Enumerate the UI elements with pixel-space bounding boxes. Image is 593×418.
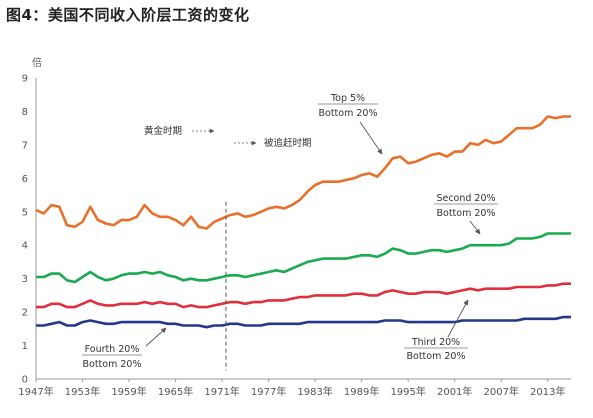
x-tick-label: 1971年 (204, 385, 239, 398)
y-tick-label: 9 (22, 74, 28, 85)
third-label-denominator: Bottom 20% (407, 351, 466, 362)
fourth-label-denominator: Bottom 20% (83, 359, 142, 370)
y-tick-label: 0 (22, 375, 28, 386)
x-tick-label: 1947年 (18, 385, 53, 398)
y-tick-label: 1 (22, 341, 28, 352)
second-label-pointer (469, 220, 481, 235)
x-tick-label: 1959年 (111, 385, 146, 398)
x-tick-label: 1977年 (251, 385, 286, 398)
series-group (35, 115, 571, 329)
fourth-label-numerator: Fourth 20% (85, 344, 140, 355)
third-label-pointer (447, 299, 469, 338)
catch-up-label: 被追赶时期 (264, 137, 312, 149)
fourth-label-pointer (145, 327, 167, 347)
golden-era-label: 黄金时期 (144, 125, 182, 137)
y-tick-label: 8 (22, 107, 28, 118)
second-label-numerator: Second 20% (436, 193, 495, 204)
second-label-denominator: Bottom 20% (437, 208, 496, 219)
x-tick-label: 2013年 (530, 385, 565, 398)
series-line-1 (35, 115, 571, 230)
y-tick-label: 7 (22, 140, 28, 151)
y-tick-label: 4 (22, 241, 28, 252)
y-axis-unit: 倍 (32, 56, 42, 69)
x-tick-label: 1983年 (297, 385, 332, 398)
series-line-2 (36, 232, 571, 284)
x-tick-label: 1989年 (344, 385, 379, 398)
y-tick-label: 5 (22, 207, 28, 218)
y-ticks: 0 1 2 3 4 5 6 7 8 9 (22, 74, 28, 386)
top5-label-denominator: Bottom 20% (319, 108, 378, 119)
x-tick-label: 2001年 (437, 385, 472, 398)
x-ticks: 1947年 1953年 1959年 1965年 1971年 1977年 1983年 1989年… (18, 379, 565, 398)
y-tick-label: 6 (22, 174, 28, 185)
y-tick-label: 2 (22, 308, 28, 319)
annotations: 黄金时期 被追赶时期 Top 5% Bottom 20% Second 20% … (82, 93, 498, 371)
x-tick-label: 1995年 (390, 385, 425, 398)
x-tick-label: 1965年 (158, 385, 193, 398)
x-tick-label: 2007年 (483, 385, 518, 398)
series-line-4 (36, 315, 571, 329)
top5-label-numerator: Top 5% (330, 93, 365, 104)
series-line-3 (36, 282, 571, 309)
axes: 倍 (32, 56, 571, 380)
third-label-numerator: Third 20% (411, 337, 460, 348)
top5-label-pointer (359, 121, 383, 155)
chart-title: 图4：美国不同收入阶层工资的变化 (6, 6, 250, 24)
y-tick-label: 3 (22, 274, 28, 285)
x-tick-label: 1953年 (65, 385, 100, 398)
